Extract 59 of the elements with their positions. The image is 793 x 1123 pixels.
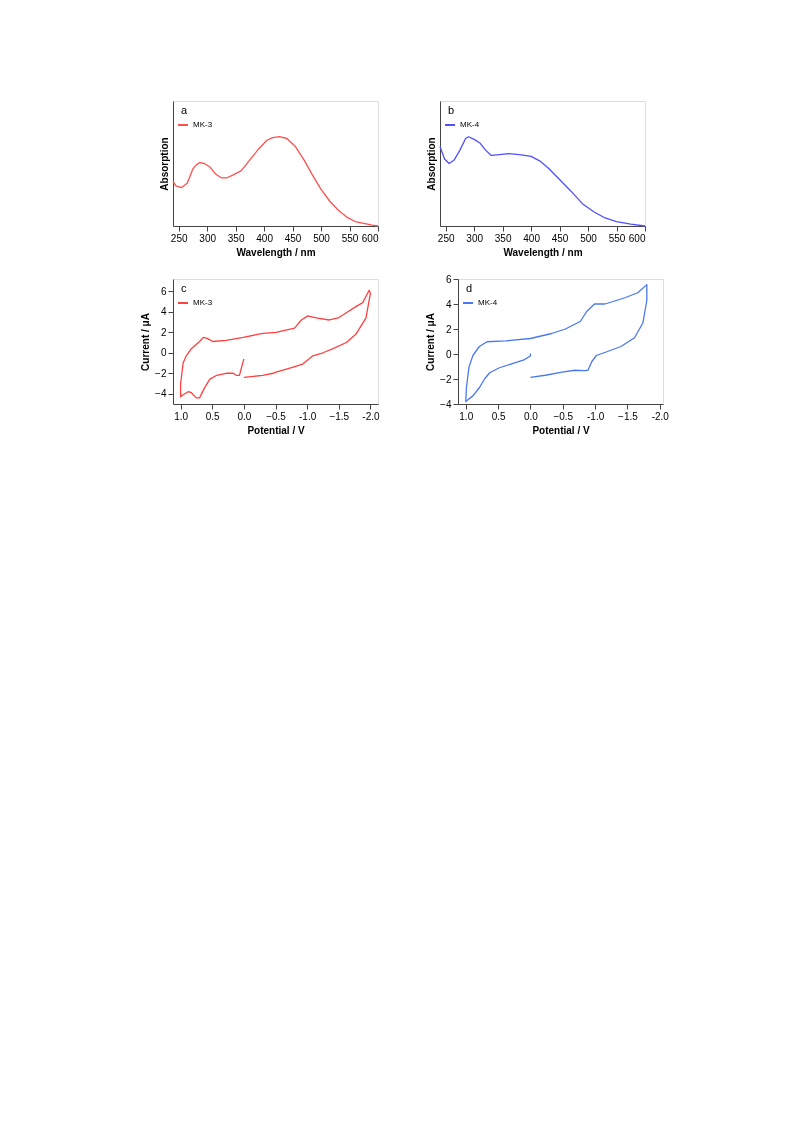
x-tick-label: 550 [341, 232, 359, 244]
x-tick-label: −0.5 [266, 410, 287, 422]
y-tick-label: −4 [155, 388, 167, 400]
y-tick-label: 6 [160, 285, 167, 297]
x-tick-label: 0.5 [205, 410, 221, 422]
x-tick-label: 350 [227, 232, 245, 244]
y-axis-title: Current / μA [140, 313, 152, 371]
y-axis-title: Absorption [425, 137, 437, 191]
y-tick-label: 2 [160, 326, 167, 338]
y-tick-label: −4 [440, 398, 452, 410]
x-tick-label: 0.0 [523, 410, 539, 422]
y-tick-label: 4 [160, 306, 167, 318]
x-axis-title: Wavelength / nm [236, 246, 316, 258]
y-tick-label: 0 [445, 348, 452, 360]
x-tick-label: 300 [199, 232, 217, 244]
x-tick-label: 600 [361, 232, 379, 244]
x-tick-label: −1.5 [618, 410, 639, 422]
y-axis-title: Absorption [158, 137, 170, 191]
x-tick-label: -2.0 [362, 410, 380, 422]
x-tick-label: 250 [437, 232, 455, 244]
x-tick-label: 450 [551, 232, 569, 244]
x-tick-label: 0.0 [237, 410, 252, 422]
x-tick-label: 550 [608, 232, 626, 244]
line-series [465, 283, 648, 403]
x-tick-label: 350 [494, 232, 512, 244]
x-tick-label: 250 [170, 232, 188, 244]
x-tick-label: 300 [466, 232, 484, 244]
x-tick-label: 500 [580, 232, 598, 244]
x-tick-label: 1.0 [459, 410, 474, 422]
chart-title: b [448, 104, 455, 116]
y-tick-label: 4 [445, 298, 452, 310]
legend-label: MK-4 [478, 298, 498, 307]
legend-label: MK-4 [460, 120, 480, 129]
x-tick-label: −0.5 [553, 410, 574, 422]
x-axis-title: Potential / V [247, 424, 305, 436]
y-tick-label: −2 [440, 373, 452, 385]
chart-title: a [181, 104, 188, 116]
y-axis-title: Current / μA [425, 313, 437, 371]
x-tick-label: 600 [628, 232, 646, 244]
x-tick-label: −1.5 [329, 410, 350, 422]
x-tick-label: 500 [313, 232, 331, 244]
y-tick-label: 0 [160, 347, 167, 359]
x-tick-label: 400 [523, 232, 541, 244]
chart-title: d [466, 282, 473, 294]
x-tick-label: 400 [256, 232, 274, 244]
y-tick-label: 6 [445, 273, 452, 285]
x-tick-label: -2.0 [651, 410, 670, 422]
legend-label: MK-3 [193, 298, 213, 307]
x-tick-label: 1.0 [174, 410, 189, 422]
x-axis-title: Potential / V [532, 424, 590, 436]
x-tick-label: -1.0 [586, 410, 605, 422]
x-tick-label: 450 [284, 232, 302, 244]
legend-label: MK-3 [193, 120, 213, 129]
x-tick-label: 0.5 [491, 410, 506, 422]
chart-title: c [181, 282, 187, 294]
y-tick-label: −2 [155, 367, 167, 379]
x-axis-title: Wavelength / nm [503, 246, 583, 258]
y-tick-label: 2 [445, 323, 452, 335]
x-tick-label: -1.0 [299, 410, 317, 422]
